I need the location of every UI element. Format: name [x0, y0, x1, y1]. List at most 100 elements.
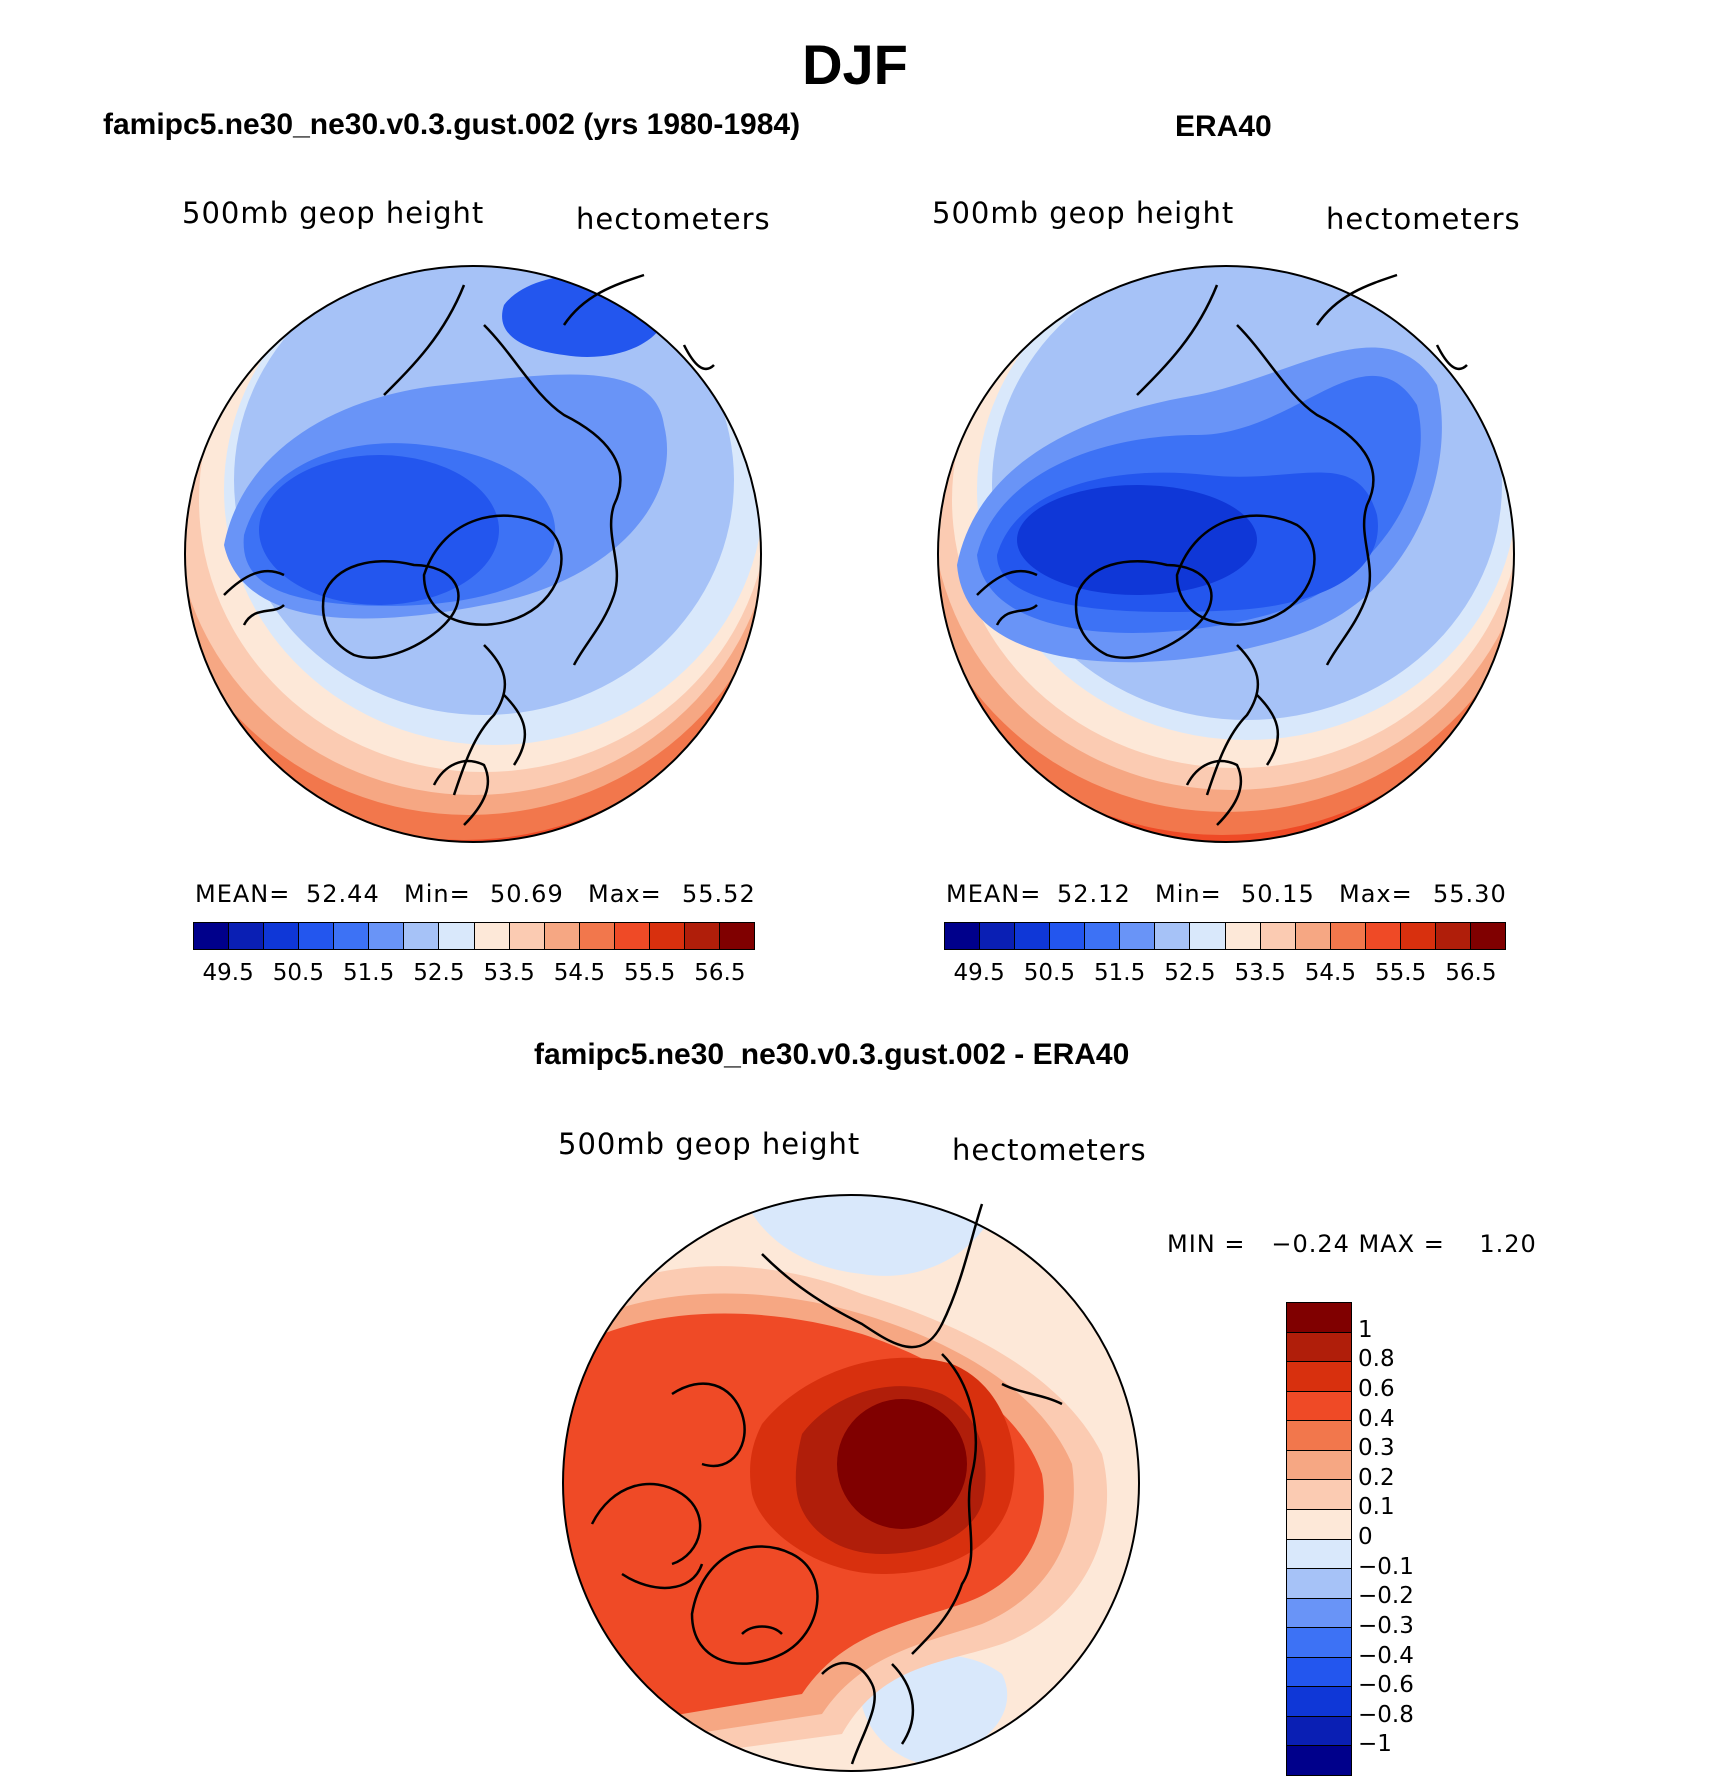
colorbar-swatch [614, 923, 650, 949]
colorbar-swatch [299, 923, 335, 949]
colorbar-swatch [474, 923, 510, 949]
colorbar-tick-label: 52.5 [1164, 960, 1216, 986]
colorbar-tick-label: 0.8 [1358, 1346, 1395, 1373]
panel-1-mean-value: 52.44 [306, 880, 380, 908]
colorbar-swatch [1287, 1303, 1351, 1333]
colorbar-swatch [1260, 923, 1296, 949]
d-band-neg-bottom [860, 1655, 1008, 1764]
colorbar-swatch [1435, 923, 1471, 949]
colorbar-swatch [1190, 923, 1226, 949]
panel-1-title: famipc5.ne30_ne30.v0.3.gust.002 (yrs 198… [103, 108, 801, 141]
panel-1-variable-label: 500mb geop height [182, 196, 485, 230]
panel-2-mean-value: 52.12 [1057, 880, 1131, 908]
colorbar-swatch [1155, 923, 1191, 949]
colorbar-tick-label: 53.5 [483, 960, 535, 986]
panel-2-variable-label: 500mb geop height [932, 196, 1235, 230]
diff-units-label: hectometers [952, 1133, 1147, 1167]
colorbar-swatch [1470, 923, 1505, 949]
colorbar-tick-label: 1 [1358, 1316, 1373, 1343]
diff-polar-map [562, 1194, 1140, 1772]
colorbar-swatch [1287, 1362, 1351, 1392]
colorbar-swatch [509, 923, 545, 949]
panel-1-max-value: 55.52 [682, 880, 756, 908]
colorbar-tick-label: 49.5 [202, 960, 254, 986]
d-band-neg-top [742, 1195, 1002, 1276]
colorbar-swatch [369, 923, 405, 949]
colorbar-tick-label: 54.5 [1304, 960, 1356, 986]
colorbar-swatch [229, 923, 265, 949]
colorbar-swatch [1015, 923, 1051, 949]
colorbar-tick-label: 51.5 [1094, 960, 1146, 986]
colorbar-tick-label: 53.5 [1234, 960, 1286, 986]
colorbar-swatch [945, 923, 981, 949]
colorbar-swatch [1287, 1716, 1351, 1747]
colorbar-tick-label: −0.3 [1358, 1612, 1414, 1639]
colorbar-tick-label: −1 [1358, 1731, 1392, 1758]
panel-2-mean-label: MEAN= [946, 880, 1042, 908]
colorbar-swatch [1400, 923, 1436, 949]
colorbar-swatch [980, 923, 1016, 949]
colorbar-swatch [1365, 923, 1401, 949]
panel-2-title: ERA40 [1175, 110, 1272, 143]
colorbar-tick-label: 51.5 [343, 960, 395, 986]
panel-1-max-label: Max= [588, 880, 662, 908]
panel-2-max-value: 55.30 [1433, 880, 1507, 908]
colorbar-swatch [1287, 1687, 1351, 1717]
p1-band-50 [259, 455, 499, 605]
p2-coastlines [976, 273, 1468, 826]
colorbar-tick-label: 56.5 [1445, 960, 1497, 986]
diff-minmax-label: MIN = −0.24 MAX = 1.20 [1167, 1230, 1537, 1258]
panel-2-colorbar [944, 922, 1506, 950]
colorbar-swatch [1120, 923, 1156, 949]
panel-1-colorbar [193, 922, 755, 950]
colorbar-tick-label: 54.5 [553, 960, 605, 986]
colorbar-tick-label: 55.5 [624, 960, 676, 986]
colorbar-tick-label: 56.5 [694, 960, 746, 986]
d-band-1 [837, 1399, 967, 1529]
colorbar-tick-label: 49.5 [953, 960, 1005, 986]
colorbar-swatch [404, 923, 440, 949]
colorbar-swatch [1287, 1569, 1351, 1599]
colorbar-tick-label: 0.1 [1358, 1494, 1395, 1521]
colorbar-swatch [1295, 923, 1331, 949]
colorbar-swatch [719, 923, 754, 949]
p1-coastlines [223, 273, 715, 826]
colorbar-swatch [1287, 1450, 1351, 1481]
figure-title: DJF [802, 33, 908, 96]
colorbar-swatch [1287, 1480, 1351, 1510]
colorbar-swatch [1050, 923, 1086, 949]
colorbar-tick-label: −0.2 [1358, 1583, 1414, 1610]
colorbar-tick-label: 0.6 [1358, 1375, 1395, 1402]
panel-2-units-label: hectometers [1326, 202, 1521, 236]
colorbar-swatch [1287, 1628, 1351, 1658]
colorbar-swatch [1287, 1598, 1351, 1629]
diff-colorbar [1286, 1302, 1352, 1776]
colorbar-swatch [1287, 1746, 1351, 1775]
colorbar-swatch [579, 923, 615, 949]
panel-2-min-value: 50.15 [1241, 880, 1315, 908]
colorbar-swatch [1287, 1539, 1351, 1570]
colorbar-swatch [334, 923, 370, 949]
colorbar-swatch [1085, 923, 1121, 949]
colorbar-tick-label: 50.5 [1023, 960, 1075, 986]
panel-2-polar-map [937, 265, 1515, 843]
colorbar-swatch [649, 923, 685, 949]
colorbar-swatch [1287, 1421, 1351, 1451]
panel-1-mean-label: MEAN= [195, 880, 291, 908]
colorbar-tick-label: 52.5 [413, 960, 465, 986]
colorbar-tick-label: 0.2 [1358, 1464, 1395, 1491]
panel-1-units-label: hectometers [576, 202, 771, 236]
colorbar-tick-label: −0.1 [1358, 1553, 1414, 1580]
colorbar-swatch [1287, 1509, 1351, 1540]
colorbar-swatch [1287, 1332, 1351, 1363]
p2-band-49 [1017, 485, 1257, 595]
colorbar-swatch [684, 923, 720, 949]
colorbar-tick-label: 0.4 [1358, 1405, 1395, 1432]
diff-variable-label: 500mb geop height [558, 1127, 861, 1161]
panel-2-min-label: Min= [1155, 880, 1222, 908]
panel-1-polar-map [184, 265, 762, 843]
colorbar-swatch [1225, 923, 1261, 949]
colorbar-swatch [1287, 1391, 1351, 1422]
colorbar-tick-label: 0 [1358, 1524, 1373, 1550]
diff-panel-title: famipc5.ne30_ne30.v0.3.gust.002 - ERA40 [534, 1038, 1130, 1071]
